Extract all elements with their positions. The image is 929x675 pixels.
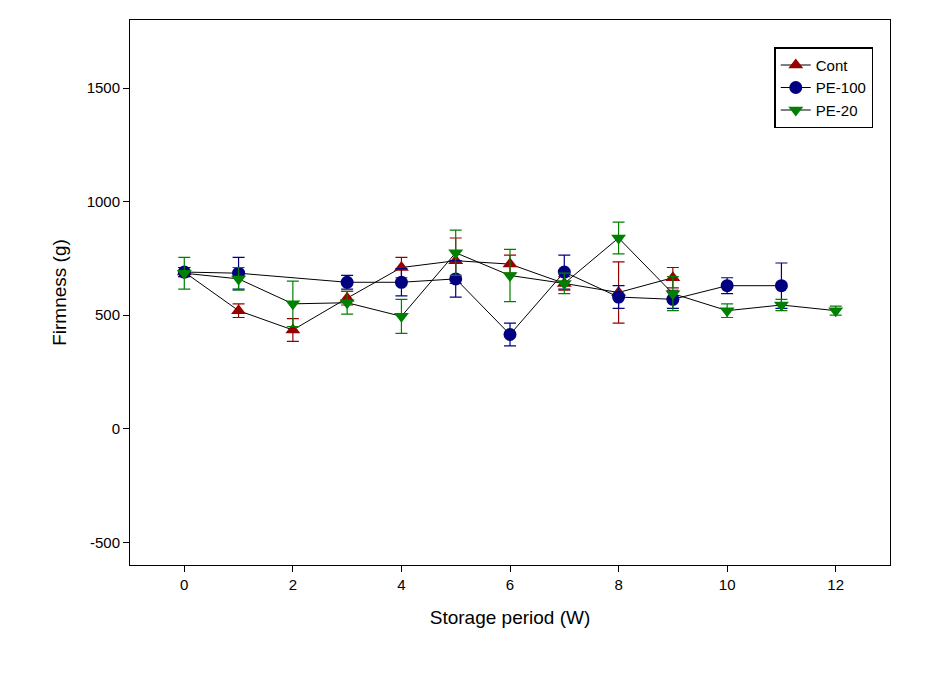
svg-text:2: 2 (289, 576, 297, 593)
svg-text:1000: 1000 (87, 193, 120, 210)
svg-text:PE-20: PE-20 (816, 102, 858, 119)
svg-text:Cont: Cont (816, 57, 849, 74)
svg-text:10: 10 (719, 576, 736, 593)
svg-text:500: 500 (95, 306, 120, 323)
svg-text:Storage period (W): Storage period (W) (430, 607, 591, 628)
svg-text:1500: 1500 (87, 79, 120, 96)
svg-text:8: 8 (614, 576, 622, 593)
svg-text:12: 12 (827, 576, 844, 593)
svg-text:0: 0 (112, 420, 120, 437)
svg-text:4: 4 (397, 576, 405, 593)
svg-text:PE-100: PE-100 (816, 79, 866, 96)
svg-text:0: 0 (180, 576, 188, 593)
svg-text:Firmness (g): Firmness (g) (49, 239, 70, 346)
svg-text:-500: -500 (90, 534, 120, 551)
svg-text:6: 6 (506, 576, 514, 593)
